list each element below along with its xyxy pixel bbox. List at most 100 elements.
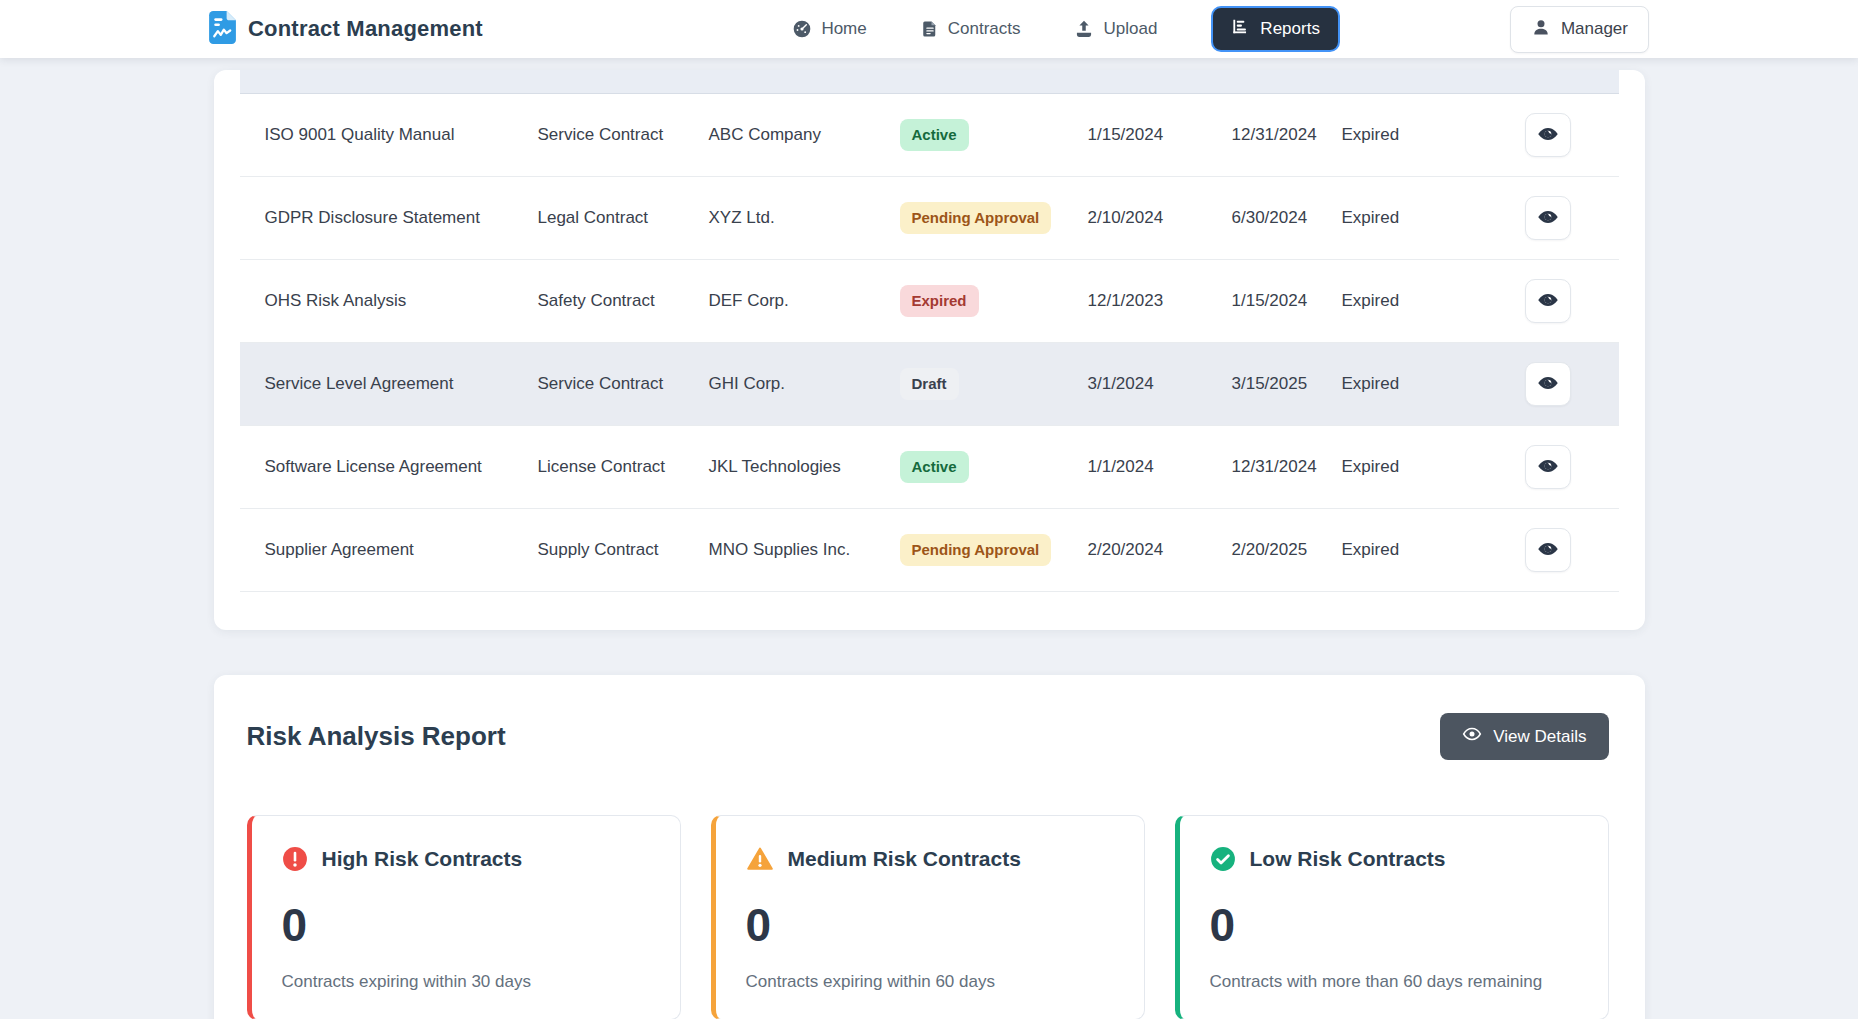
contract-end-date: 3/15/2025 xyxy=(1232,374,1342,394)
contract-name: ISO 9001 Quality Manual xyxy=(265,125,538,145)
contract-type: Safety Contract xyxy=(538,291,709,311)
risk-card: High Risk Contracts 0 Contracts expiring… xyxy=(247,815,681,1019)
contract-state: Expired xyxy=(1342,125,1477,145)
contract-table-row[interactable]: Supplier Agreement Supply Contract MNO S… xyxy=(240,509,1619,592)
risk-card-value: 0 xyxy=(1210,902,1580,948)
status-badge: Draft xyxy=(900,368,959,401)
contract-type: Service Contract xyxy=(538,374,709,394)
status-badge: Pending Approval xyxy=(900,534,1052,567)
eye-icon xyxy=(1537,372,1559,397)
warning-triangle-icon xyxy=(746,846,774,872)
nav-item-upload-label: Upload xyxy=(1103,19,1157,39)
view-details-label: View Details xyxy=(1493,727,1586,747)
bar-chart-icon xyxy=(1231,17,1250,41)
risk-card-title: Medium Risk Contracts xyxy=(788,847,1021,871)
nav-item-contracts[interactable]: Contracts xyxy=(921,19,1021,39)
view-details-button[interactable]: View Details xyxy=(1440,713,1608,760)
status-badge: Active xyxy=(900,119,969,152)
nav-item-reports-label: Reports xyxy=(1260,19,1320,39)
contract-table-row[interactable]: Service Level Agreement Service Contract… xyxy=(240,343,1619,426)
contract-table-row[interactable]: Software License Agreement License Contr… xyxy=(240,426,1619,509)
contract-name: Supplier Agreement xyxy=(265,540,538,560)
check-circle-icon xyxy=(1210,846,1236,872)
contract-state: Expired xyxy=(1342,208,1477,228)
contract-start-date: 1/1/2024 xyxy=(1088,457,1232,477)
contract-state: Expired xyxy=(1342,291,1477,311)
gauge-icon xyxy=(792,19,812,39)
eye-icon xyxy=(1537,123,1559,148)
risk-card-value: 0 xyxy=(282,902,652,948)
contract-start-date: 1/15/2024 xyxy=(1088,125,1232,145)
contract-table-row[interactable]: ISO 9001 Quality Manual Service Contract… xyxy=(240,94,1619,177)
eye-icon xyxy=(1537,206,1559,231)
contract-table-row[interactable]: GDPR Disclosure Statement Legal Contract… xyxy=(240,177,1619,260)
contract-end-date: 12/31/2024 xyxy=(1232,125,1342,145)
view-contract-button[interactable] xyxy=(1525,528,1571,572)
contract-company: MNO Supplies Inc. xyxy=(709,540,900,560)
eye-icon xyxy=(1537,538,1559,563)
status-badge: Pending Approval xyxy=(900,202,1052,235)
contract-type: Service Contract xyxy=(538,125,709,145)
contract-name: Service Level Agreement xyxy=(265,374,538,394)
contract-state: Expired xyxy=(1342,540,1477,560)
contract-end-date: 12/31/2024 xyxy=(1232,457,1342,477)
risk-level-icon xyxy=(282,846,308,872)
person-icon xyxy=(1531,17,1551,42)
contract-name: Software License Agreement xyxy=(265,457,538,477)
contract-name: OHS Risk Analysis xyxy=(265,291,538,311)
contract-end-date: 2/20/2025 xyxy=(1232,540,1342,560)
eye-icon xyxy=(1537,455,1559,480)
manager-user-label: Manager xyxy=(1561,19,1628,39)
upload-icon xyxy=(1074,19,1094,39)
risk-card-title: Low Risk Contracts xyxy=(1250,847,1446,871)
view-contract-button[interactable] xyxy=(1525,279,1571,323)
risk-card-description: Contracts expiring within 60 days xyxy=(746,972,1116,992)
risk-card-description: Contracts expiring within 30 days xyxy=(282,972,652,992)
view-contract-button[interactable] xyxy=(1525,445,1571,489)
contract-end-date: 6/30/2024 xyxy=(1232,208,1342,228)
nav-links: Home Contracts xyxy=(792,6,1340,52)
contract-company: JKL Technologies xyxy=(709,457,900,477)
view-contract-button[interactable] xyxy=(1525,362,1571,406)
contract-company: DEF Corp. xyxy=(709,291,900,311)
app-title: Contract Management xyxy=(248,16,483,42)
risk-level-icon xyxy=(1210,846,1236,872)
view-contract-button[interactable] xyxy=(1525,196,1571,240)
risk-level-icon xyxy=(746,846,774,872)
risk-cards-row: High Risk Contracts 0 Contracts expiring… xyxy=(247,815,1609,1019)
contract-table-row[interactable]: OHS Risk Analysis Safety Contract DEF Co… xyxy=(240,260,1619,343)
nav-item-reports[interactable]: Reports xyxy=(1211,6,1340,52)
risk-analysis-section: Risk Analysis Report View Details xyxy=(214,675,1645,1019)
manager-user-button[interactable]: Manager xyxy=(1510,6,1649,53)
risk-card-description: Contracts with more than 60 days remaini… xyxy=(1210,972,1580,992)
contract-type: Legal Contract xyxy=(538,208,709,228)
nav-item-upload[interactable]: Upload xyxy=(1074,19,1157,39)
eye-icon xyxy=(1537,289,1559,314)
contract-start-date: 2/10/2024 xyxy=(1088,208,1232,228)
contract-company: XYZ Ltd. xyxy=(709,208,900,228)
nav-item-contracts-label: Contracts xyxy=(948,19,1021,39)
brand: Contract Management xyxy=(209,11,483,48)
file-icon xyxy=(921,19,939,39)
contract-type: License Contract xyxy=(538,457,709,477)
contract-name: GDPR Disclosure Statement xyxy=(265,208,538,228)
contract-company: ABC Company xyxy=(709,125,900,145)
contract-type: Supply Contract xyxy=(538,540,709,560)
view-contract-button[interactable] xyxy=(1525,113,1571,157)
risk-report-title: Risk Analysis Report xyxy=(247,721,506,752)
exclamation-circle-icon xyxy=(282,846,308,872)
contract-company: GHI Corp. xyxy=(709,374,900,394)
contract-start-date: 12/1/2023 xyxy=(1088,291,1232,311)
eye-outline-icon xyxy=(1462,724,1482,749)
risk-card: Low Risk Contracts 0 Contracts with more… xyxy=(1175,815,1609,1019)
nav-item-home-label: Home xyxy=(821,19,866,39)
contract-end-date: 1/15/2024 xyxy=(1232,291,1342,311)
contract-start-date: 2/20/2024 xyxy=(1088,540,1232,560)
contracts-table-body: ISO 9001 Quality Manual Service Contract… xyxy=(240,94,1619,592)
risk-card: Medium Risk Contracts 0 Contracts expiri… xyxy=(711,815,1145,1019)
nav-item-home[interactable]: Home xyxy=(792,19,866,39)
status-badge: Expired xyxy=(900,285,979,318)
navbar: Contract Management Home xyxy=(0,0,1858,58)
status-badge: Active xyxy=(900,451,969,484)
risk-card-title: High Risk Contracts xyxy=(322,847,523,871)
